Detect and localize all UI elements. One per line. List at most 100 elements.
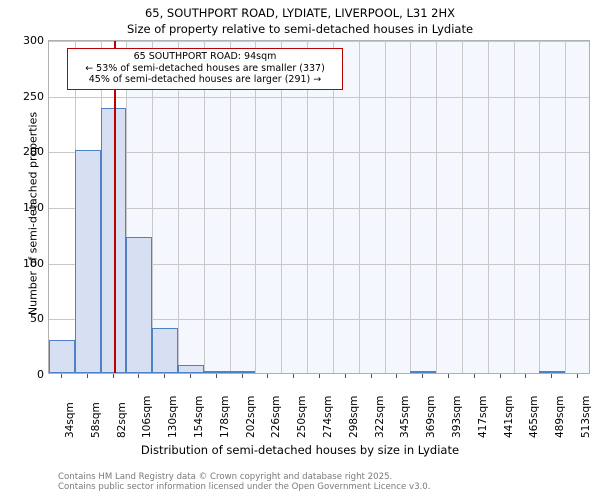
x-tick-417sqm: 417sqm (476, 395, 489, 438)
bar-34sqm (49, 339, 75, 373)
gridline-x-13 (384, 41, 386, 373)
gridline-x-19 (539, 41, 541, 373)
x-tickmark-393sqm (448, 374, 450, 378)
x-tick-106sqm: 106sqm (141, 395, 154, 438)
x-tickmark-58sqm (86, 374, 88, 378)
x-tickmark-369sqm (422, 374, 424, 378)
chart-title-block: 65, SOUTHPORT ROAD, LYDIATE, LIVERPOOL, … (0, 5, 600, 37)
gridline-x-9 (281, 41, 283, 373)
gridline-x-6 (203, 41, 205, 373)
x-tickmark-34sqm (60, 374, 62, 378)
attribution-footer: Contains HM Land Registry data © Crown c… (58, 472, 430, 492)
x-tickmark-250sqm (293, 374, 295, 378)
x-axis-label: Distribution of semi-detached houses by … (140, 443, 460, 457)
gridline-x-20 (565, 41, 567, 373)
x-tick-154sqm: 154sqm (192, 395, 205, 438)
x-tick-513sqm: 513sqm (580, 395, 593, 438)
gridline-x-10 (307, 41, 309, 373)
x-axis-ticks: 34sqm 58sqm 82sqm 106sqm 130sqm 154sqm 178sqm 2… (0, 374, 600, 440)
x-tickmark-130sqm (164, 374, 166, 378)
y-axis-label: Number of semi-detached properties (26, 111, 40, 316)
x-tick-489sqm: 489sqm (554, 395, 567, 438)
x-tickmark-465sqm (525, 374, 527, 378)
gridline-x-7 (229, 41, 231, 373)
y-tick-250: 250 (23, 89, 44, 103)
footer-line-2: Contains public sector information licen… (58, 482, 431, 492)
annotation-line-1: 65 SOUTHPORT ROAD: 94sqm (133, 51, 277, 62)
page-title: 65, SOUTHPORT ROAD, LYDIATE, LIVERPOOL, … (144, 6, 456, 20)
gridline-x-17 (487, 41, 489, 373)
x-tick-369sqm: 369sqm (425, 395, 438, 438)
footer-line-1: Contains HM Land Registry data © Crown c… (58, 472, 393, 482)
x-tick-178sqm: 178sqm (218, 395, 231, 438)
gridline-x-15 (436, 41, 438, 373)
gridline-y-200 (49, 152, 589, 154)
x-tick-298sqm: 298sqm (347, 395, 360, 438)
bar-369sqm (410, 371, 437, 373)
gridline-x-3 (126, 41, 128, 373)
bar-82sqm (100, 108, 127, 373)
x-tick-34sqm: 34sqm (63, 402, 76, 438)
x-tick-58sqm: 58sqm (89, 402, 102, 438)
x-tickmark-298sqm (344, 374, 346, 378)
x-tickmark-202sqm (241, 374, 243, 378)
gridline-x-5 (178, 41, 180, 373)
annotation-line-3: 45% of semi-detached houses are larger (… (88, 74, 322, 85)
bar-489sqm (539, 371, 566, 373)
bar-178sqm (203, 370, 230, 373)
property-marker-line (113, 41, 116, 373)
x-tick-441sqm: 441sqm (502, 395, 515, 438)
plot-area (48, 40, 590, 374)
annotation-line-2: ← 53% of semi-detached houses are smalle… (85, 62, 325, 74)
x-tickmark-345sqm (396, 374, 398, 378)
x-tick-82sqm: 82sqm (115, 402, 128, 438)
x-tickmark-274sqm (319, 374, 320, 378)
gridline-y-300 (49, 41, 589, 42)
x-tickmark-417sqm (473, 374, 475, 378)
x-tickmark-489sqm (551, 374, 553, 378)
gridline-x-12 (358, 41, 360, 373)
chart-subtitle: Size of property relative to semi-detach… (126, 22, 474, 36)
bar-106sqm (126, 237, 153, 373)
y-tick-100: 100 (23, 256, 44, 270)
y-axis-ticks: 0 50 100 150 200 250 300 (0, 0, 44, 500)
y-tick-50: 50 (30, 312, 44, 326)
x-tick-250sqm: 250sqm (296, 395, 309, 438)
y-tick-0: 0 (37, 368, 44, 381)
bar-202sqm (229, 371, 256, 373)
x-tick-274sqm: 274sqm (322, 395, 334, 438)
gridline-y-100 (49, 263, 589, 265)
y-tick-150: 150 (23, 201, 44, 214)
bar-130sqm (152, 328, 179, 373)
x-tick-226sqm: 226sqm (270, 395, 283, 438)
gridline-x-8 (255, 41, 257, 373)
gridline-y-50 (49, 319, 589, 321)
x-tick-130sqm: 130sqm (167, 395, 180, 438)
x-tickmark-513sqm (577, 374, 579, 378)
y-tick-300: 300 (23, 34, 44, 47)
x-tick-465sqm: 465sqm (528, 395, 541, 438)
x-tickmark-226sqm (267, 374, 269, 378)
gridline-y-250 (49, 96, 589, 98)
x-tickmark-106sqm (138, 374, 140, 378)
gridline-x-18 (513, 41, 515, 373)
gridline-y-150 (49, 208, 589, 209)
x-tickmark-322sqm (370, 374, 372, 378)
x-tickmark-441sqm (499, 374, 501, 378)
bar-154sqm (178, 365, 204, 373)
x-tickmark-154sqm (189, 374, 191, 378)
gridline-x-16 (461, 41, 463, 373)
x-tick-393sqm: 393sqm (451, 395, 464, 438)
gridline-x-11 (332, 41, 334, 373)
x-tickmark-82sqm (112, 374, 114, 378)
property-annotation-box: 65 SOUTHPORT ROAD: 94sqm ← 53% of semi-d… (67, 48, 343, 90)
gridline-x-14 (410, 41, 412, 373)
bar-58sqm (74, 150, 101, 373)
x-tick-322sqm: 322sqm (373, 395, 386, 438)
x-tickmark-178sqm (215, 374, 217, 378)
gridline-x-4 (152, 41, 154, 373)
x-tick-345sqm: 345sqm (399, 395, 412, 438)
x-tick-202sqm: 202sqm (244, 395, 257, 438)
y-tick-200: 200 (23, 145, 44, 159)
